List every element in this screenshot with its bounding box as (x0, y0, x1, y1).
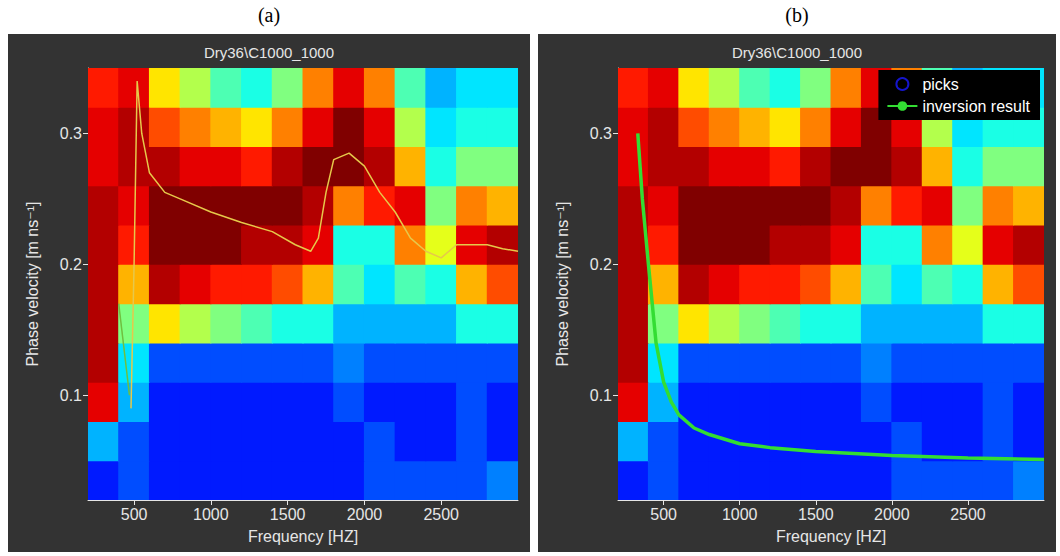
svg-text:1000: 1000 (722, 506, 758, 523)
svg-text:Frequency [HZ]: Frequency [HZ] (248, 528, 358, 545)
html-text:(a): (a) (257, 4, 281, 26)
svg-text:picks: picks (922, 76, 958, 93)
svg-text:0.3: 0.3 (590, 125, 612, 142)
svg-text:0.2: 0.2 (590, 256, 612, 273)
svg-text:0.2: 0.2 (60, 256, 82, 273)
svg-text:0.3: 0.3 (60, 125, 82, 142)
svg-text:1500: 1500 (270, 506, 306, 523)
svg-text:1500: 1500 (798, 506, 834, 523)
html-text:(b): (b) (785, 4, 809, 26)
svg-text:500: 500 (121, 506, 148, 523)
svg-text:Frequency [HZ]: Frequency [HZ] (776, 528, 886, 545)
svg-text:0.1: 0.1 (60, 387, 82, 404)
svg-text:Dry36\C1000_1000: Dry36\C1000_1000 (732, 44, 862, 61)
svg-text:inversion result: inversion result (922, 98, 1030, 115)
svg-text:2500: 2500 (950, 506, 986, 523)
svg-text:2500: 2500 (423, 506, 459, 523)
svg-text:2000: 2000 (347, 506, 383, 523)
svg-text:Phase velocity [m ns⁻¹]: Phase velocity [m ns⁻¹] (24, 202, 41, 367)
svg-text:Phase velocity [m ns⁻¹]: Phase velocity [m ns⁻¹] (554, 202, 571, 367)
svg-text:1000: 1000 (193, 506, 229, 523)
svg-text:2000: 2000 (874, 506, 910, 523)
svg-text:Dry36\C1000_1000: Dry36\C1000_1000 (204, 44, 334, 61)
svg-text:0.1: 0.1 (590, 387, 612, 404)
svg-text:500: 500 (650, 506, 677, 523)
